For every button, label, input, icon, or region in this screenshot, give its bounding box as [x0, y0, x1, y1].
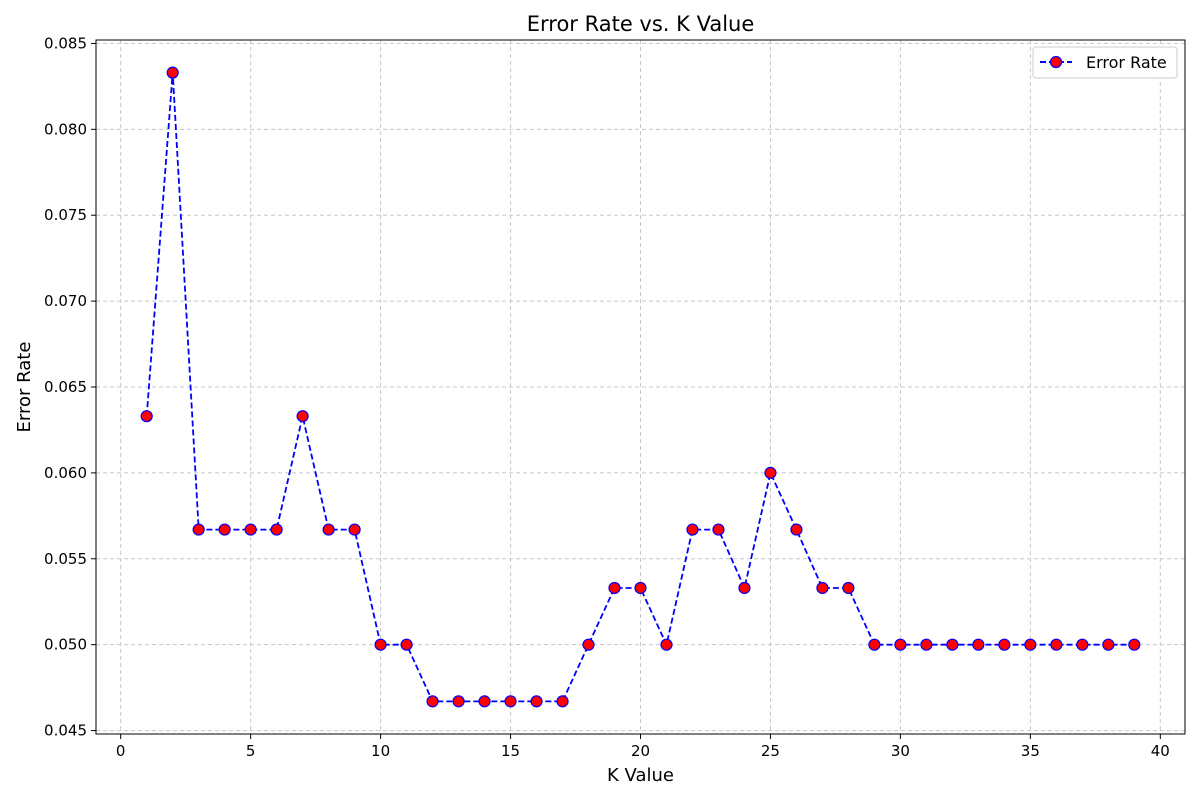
data-point	[556, 695, 569, 708]
data-point	[1076, 638, 1089, 651]
data-point	[1128, 638, 1141, 651]
data-point	[1050, 638, 1063, 651]
data-point	[842, 581, 855, 595]
data-point	[244, 523, 257, 536]
x-tick-label: 15	[501, 742, 520, 760]
data-point	[634, 581, 647, 595]
data-point	[894, 638, 907, 651]
y-tick-label: 0.055	[44, 550, 87, 568]
data-point	[660, 638, 673, 651]
y-tick-label: 0.085	[44, 34, 87, 52]
legend-marker-swatch	[1049, 55, 1063, 69]
data-point	[686, 523, 699, 536]
x-axis-title: K Value	[607, 765, 674, 786]
data-point	[504, 695, 517, 708]
data-point	[1102, 638, 1115, 651]
data-point	[946, 638, 959, 651]
y-tick-label: 0.060	[44, 464, 87, 482]
y-tick-label: 0.045	[44, 722, 87, 740]
data-point	[296, 410, 309, 423]
data-point	[348, 523, 361, 536]
data-point	[582, 638, 595, 651]
data-point	[712, 523, 725, 536]
data-point	[608, 581, 621, 595]
x-axis-ticks: 0 5 10 15 20 25 30 35 40	[116, 734, 1170, 760]
data-point	[764, 466, 777, 479]
data-point	[972, 638, 985, 651]
y-axis-title: Error Rate	[14, 342, 35, 433]
data-point	[400, 638, 413, 651]
x-tick-label: 30	[891, 742, 910, 760]
legend-label: Error Rate	[1086, 53, 1167, 72]
x-tick-label: 10	[371, 742, 390, 760]
data-point	[998, 638, 1011, 651]
data-point	[868, 638, 881, 651]
legend-box	[1032, 46, 1178, 79]
data-point	[374, 638, 387, 651]
x-tick-label: 0	[116, 742, 126, 760]
chart-title: Error Rate vs. K Value	[527, 12, 755, 36]
data-point	[1024, 638, 1037, 651]
data-point	[218, 523, 231, 536]
y-tick-label: 0.080	[44, 120, 87, 138]
data-point	[452, 695, 465, 708]
data-point	[140, 410, 153, 423]
legend: Error Rate	[1032, 46, 1178, 79]
data-point	[478, 695, 491, 708]
series-layer	[140, 66, 1141, 708]
data-point	[920, 638, 933, 651]
data-point	[270, 523, 283, 536]
x-tick-label: 40	[1151, 742, 1170, 760]
data-point	[426, 695, 439, 708]
x-tick-label: 25	[761, 742, 780, 760]
grid-lines	[96, 40, 1185, 734]
y-tick-label: 0.075	[44, 206, 87, 224]
y-tick-label: 0.050	[44, 636, 87, 654]
data-point	[192, 523, 205, 536]
data-point	[790, 523, 803, 536]
y-tick-label: 0.070	[44, 292, 87, 310]
data-point	[530, 695, 543, 708]
x-tick-label: 20	[631, 742, 650, 760]
y-tick-label: 0.065	[44, 378, 87, 396]
data-point	[322, 523, 335, 536]
y-axis-ticks: 0.045 0.050 0.055 0.060 0.065 0.070 0.075 0.080…	[44, 34, 96, 740]
data-point	[166, 66, 179, 79]
x-tick-label: 5	[246, 742, 256, 760]
data-point	[816, 581, 829, 595]
x-tick-label: 35	[1021, 742, 1040, 760]
data-point	[738, 581, 751, 595]
